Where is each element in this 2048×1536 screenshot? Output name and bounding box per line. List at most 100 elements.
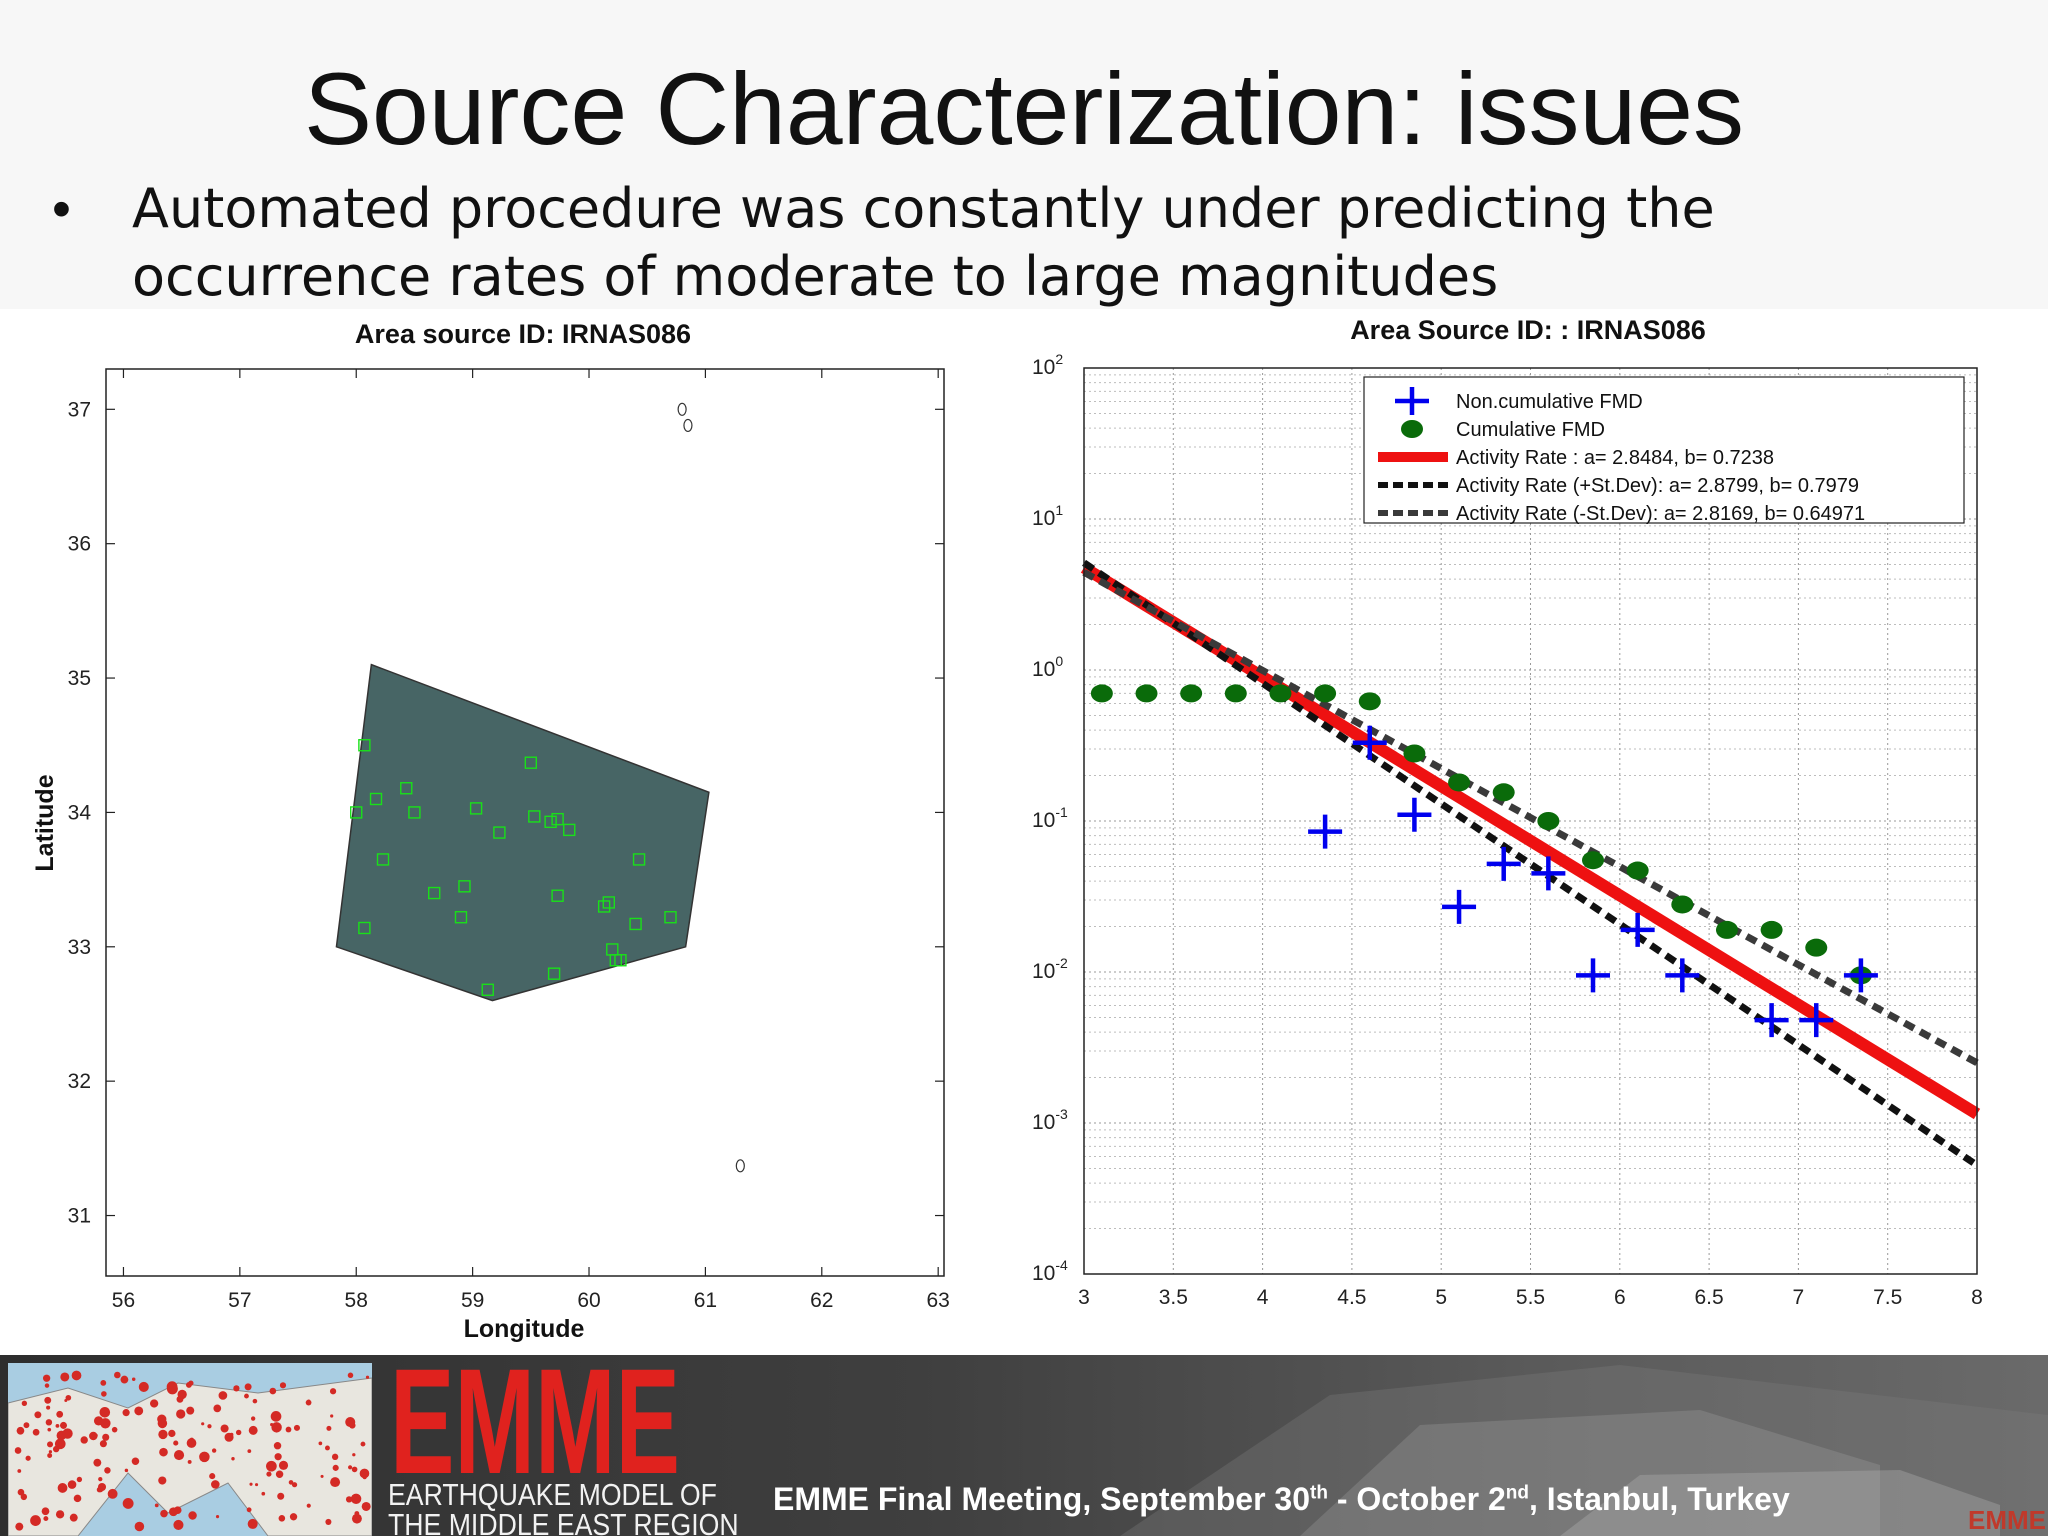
- fmd-x-tick-label: 4.5: [1337, 1286, 1366, 1309]
- seismicity-dot: [42, 1374, 51, 1382]
- fmd-y-tick-label: 100: [1032, 653, 1063, 681]
- seismicity-dot: [261, 1491, 266, 1496]
- seismicity-dot: [266, 1460, 277, 1472]
- seismicity-dot: [56, 1410, 64, 1418]
- seismicity-dot: [188, 1511, 197, 1520]
- fmd-y-tick-label: 102: [1032, 351, 1063, 379]
- bullet-point: •: [52, 179, 71, 239]
- seismicity-dot: [69, 1513, 78, 1522]
- epicenter-marker: [454, 911, 468, 924]
- seismicity-dot: [305, 1399, 312, 1406]
- seismicity-dot: [350, 1493, 362, 1505]
- seismicity-dot: [177, 1507, 182, 1512]
- seismicity-dot: [97, 1482, 107, 1492]
- epicenter-marker: [481, 983, 494, 996]
- seismicity-dot: [351, 1466, 358, 1473]
- seismicity-dot: [345, 1417, 356, 1428]
- non-cumulative-fmd-point: [1442, 889, 1477, 924]
- cumulative-fmd-point: [1760, 920, 1783, 939]
- seismicity-dot: [15, 1522, 24, 1531]
- seismicity-dot: [185, 1382, 192, 1388]
- non-cumulative-fmd-point: [1531, 856, 1566, 891]
- fmd-chart-panel: Area Source ID: : IRNAS086 102 101 100 10-1…: [1000, 309, 2048, 1355]
- legend-entry-label: Activity Rate (+St.Dev): a= 2.8799, b= 0…: [1456, 475, 1859, 497]
- seismicity-dot: [186, 1406, 195, 1415]
- seismicity-dot: [131, 1457, 140, 1466]
- seismicity-dot: [365, 1375, 370, 1379]
- fmd-x-tick-label: 6.5: [1694, 1286, 1723, 1309]
- seismicity-dot: [168, 1429, 176, 1438]
- epicenter-marker: [544, 815, 557, 829]
- legend-entry-label: Cumulative FMD: [1456, 419, 1605, 441]
- seismicity-dot: [359, 1468, 370, 1479]
- seismicity-dot: [62, 1428, 73, 1439]
- seismicity-dot: [332, 1464, 339, 1471]
- seismicity-dot: [30, 1515, 41, 1526]
- map-y-axis-label: Latitude: [31, 774, 59, 871]
- seismicity-dot: [176, 1395, 184, 1403]
- seismicity-dot: [47, 1453, 53, 1458]
- seismicity-dot: [122, 1498, 134, 1509]
- map-x-axis-label: Longitude: [464, 1315, 585, 1343]
- map-x-tick-label: 56: [112, 1289, 135, 1312]
- svg-text:EMME: EMME: [390, 1361, 680, 1505]
- seismicity-dot: [266, 1471, 272, 1477]
- seismicity-dot: [213, 1404, 222, 1413]
- slide-title: Source Characterization: issues: [303, 52, 1744, 166]
- fmd-y-tick-label: 10-2: [1032, 955, 1068, 983]
- epicenter-marker: [547, 967, 561, 980]
- seismicity-dot: [329, 1388, 337, 1395]
- seismicity-dot: [293, 1424, 301, 1431]
- fmd-y-tick-label: 10-4: [1032, 1257, 1068, 1285]
- seismicity-dot: [176, 1409, 186, 1419]
- seismicity-dot: [306, 1503, 311, 1508]
- map-y-tick-label: 37: [68, 398, 91, 421]
- seismicity-dot: [99, 1440, 107, 1448]
- area-source-map-chart: Area source ID: IRNAS086 Longitude Latit…: [31, 319, 950, 1343]
- seismicity-dot: [326, 1425, 332, 1431]
- seismicity-dot: [289, 1513, 298, 1521]
- bullet-text-line-2: occurrence rates of moderate to large ma…: [132, 245, 1499, 308]
- seismicity-dot: [318, 1441, 323, 1446]
- non-cumulative-fmd-point: [1754, 1003, 1789, 1038]
- seismicity-dot: [154, 1503, 159, 1508]
- seismicity-dot: [270, 1422, 274, 1427]
- cumulative-fmd-point: [1448, 773, 1471, 792]
- seismicity-dot: [320, 1474, 324, 1478]
- fmd-legend-box: [1363, 376, 1965, 524]
- seismicity-dot: [330, 1477, 341, 1488]
- map-y-tick-label: 34: [68, 801, 92, 824]
- seismicity-dot: [102, 1433, 110, 1441]
- seismicity-dot: [201, 1422, 205, 1426]
- seismicity-dot: [325, 1445, 330, 1451]
- seismicity-dot: [288, 1480, 294, 1485]
- fmd-x-tick-label: 3: [1078, 1286, 1090, 1309]
- seismicity-dot: [325, 1518, 332, 1525]
- cumulative-fmd-point: [1715, 920, 1738, 939]
- seismicity-dot: [166, 1381, 178, 1393]
- seismicity-dot: [98, 1477, 103, 1482]
- seismicity-dot: [55, 1510, 65, 1519]
- epicenter-marker: [551, 812, 564, 826]
- seismicity-dot: [247, 1449, 252, 1454]
- seismicity-dot: [53, 1445, 60, 1453]
- seismicity-dot: [291, 1482, 298, 1488]
- seismicity-dot: [233, 1385, 240, 1392]
- seismicity-dot: [104, 1467, 111, 1474]
- epicenter-marker: [358, 921, 371, 935]
- seismicity-dot: [209, 1473, 216, 1480]
- non-cumulative-fmd-point: [1665, 958, 1700, 993]
- fmd-y-tick-label: 10-1: [1032, 804, 1068, 832]
- epicenter-marker: [400, 782, 413, 795]
- coastline-fragment: [683, 418, 693, 433]
- legend-plus-swatch: [1395, 387, 1429, 415]
- seismicity-dot: [65, 1394, 72, 1401]
- seismicity-dot: [211, 1448, 217, 1453]
- cumulative-fmd-point: [1135, 684, 1158, 703]
- epicenter-marker: [458, 880, 471, 893]
- seismicity-dot: [158, 1476, 167, 1485]
- seismicity-dot: [231, 1457, 235, 1461]
- fmd-chart-title: Area Source ID: : IRNAS086: [1350, 315, 1706, 345]
- epicenter-marker: [350, 806, 363, 819]
- map-x-tick-label: 62: [810, 1289, 833, 1312]
